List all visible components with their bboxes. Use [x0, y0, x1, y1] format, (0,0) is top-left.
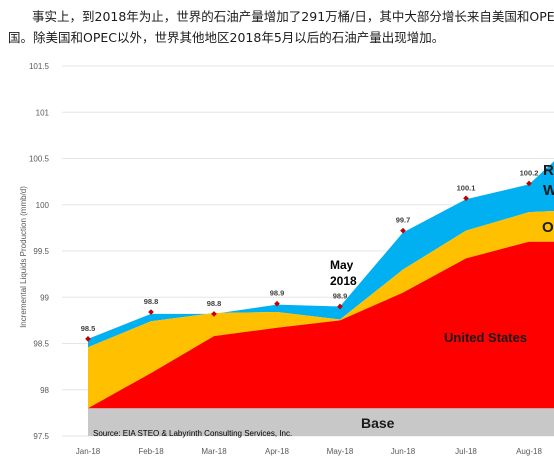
y-tick-label: 100 — [36, 201, 50, 210]
x-tick-label: Mar-18 — [201, 447, 227, 456]
x-tick-label: Apr-18 — [265, 447, 290, 456]
data-marker — [274, 300, 280, 307]
rest-area-label-2: W — [543, 182, 554, 199]
y-tick-label: 99 — [40, 293, 49, 302]
source-note: Source: EIA STEO & Labyrinth Consulting … — [93, 429, 292, 438]
y-tick-label: 101 — [36, 108, 50, 117]
x-tick-labels: Jan-18 Feb-18 Mar-18 Apr-18 May-18 Jun-18 Jul-… — [76, 447, 543, 456]
data-label: 98.5 — [81, 324, 96, 333]
data-label: 100.2 — [520, 168, 539, 177]
data-marker — [526, 180, 532, 187]
x-tick-label: Jan-18 — [76, 447, 101, 456]
data-label: 99.7 — [396, 216, 411, 225]
y-axis-label: Incremental Liquids Production (mmb/d) — [19, 186, 28, 328]
data-label: 98.9 — [333, 292, 348, 301]
y-tick-label: 98 — [40, 386, 49, 395]
y-tick-label: 98.5 — [33, 340, 49, 349]
data-marker — [211, 311, 217, 317]
y-tick-labels: 97.5 98 98.5 99 99.5 100 100.5 101 101.5 — [29, 62, 50, 441]
data-marker — [148, 309, 154, 315]
data-label: 100.1 — [457, 183, 476, 192]
x-tick-label: Aug-18 — [516, 447, 542, 456]
base-area-label: Base — [361, 415, 395, 431]
data-marker — [85, 336, 91, 342]
markers: 98.5 98.8 98.8 98.9 98.9 99.7 100.1 100.2 — [81, 168, 539, 342]
opec-area-label: O — [542, 219, 554, 236]
annotation-line-1: May — [330, 258, 354, 272]
caption-line-1: 事实上，到2018年为止，世界的石油产量增加了291万桶/日，其中大部分增长来自… — [32, 9, 554, 24]
united-states-area-label: United States — [444, 330, 527, 345]
caption-line-2: 国。除美国和OPEC以外，世界其他地区2018年5月以后的石油产量出现增加。 — [8, 30, 445, 45]
area-base — [88, 408, 554, 436]
data-label: 98.8 — [207, 299, 222, 308]
y-tick-label: 101.5 — [29, 62, 50, 71]
areas — [88, 161, 554, 436]
area-united-states — [88, 241, 554, 409]
data-label: 98.9 — [270, 289, 285, 298]
x-tick-label: May-18 — [327, 447, 354, 456]
x-tick-label: Jul-18 — [455, 447, 477, 456]
area-r-w — [88, 161, 554, 348]
x-tick-label: Jun-18 — [391, 447, 416, 456]
annotation-line-2: 2018 — [330, 274, 357, 288]
caption: 事实上，到2018年为止，世界的石油产量增加了291万桶/日，其中大部分增长来自… — [8, 6, 554, 48]
data-marker — [337, 303, 343, 310]
data-marker — [400, 227, 406, 234]
y-tick-label: 97.5 — [33, 432, 49, 441]
area-o — [88, 211, 554, 409]
data-label: 98.8 — [144, 297, 159, 306]
data-marker — [463, 195, 469, 202]
x-tick-label: Feb-18 — [138, 447, 164, 456]
y-tick-label: 99.5 — [33, 247, 49, 256]
rest-area-label-1: R — [543, 162, 554, 179]
y-tick-label: 100.5 — [29, 155, 50, 164]
